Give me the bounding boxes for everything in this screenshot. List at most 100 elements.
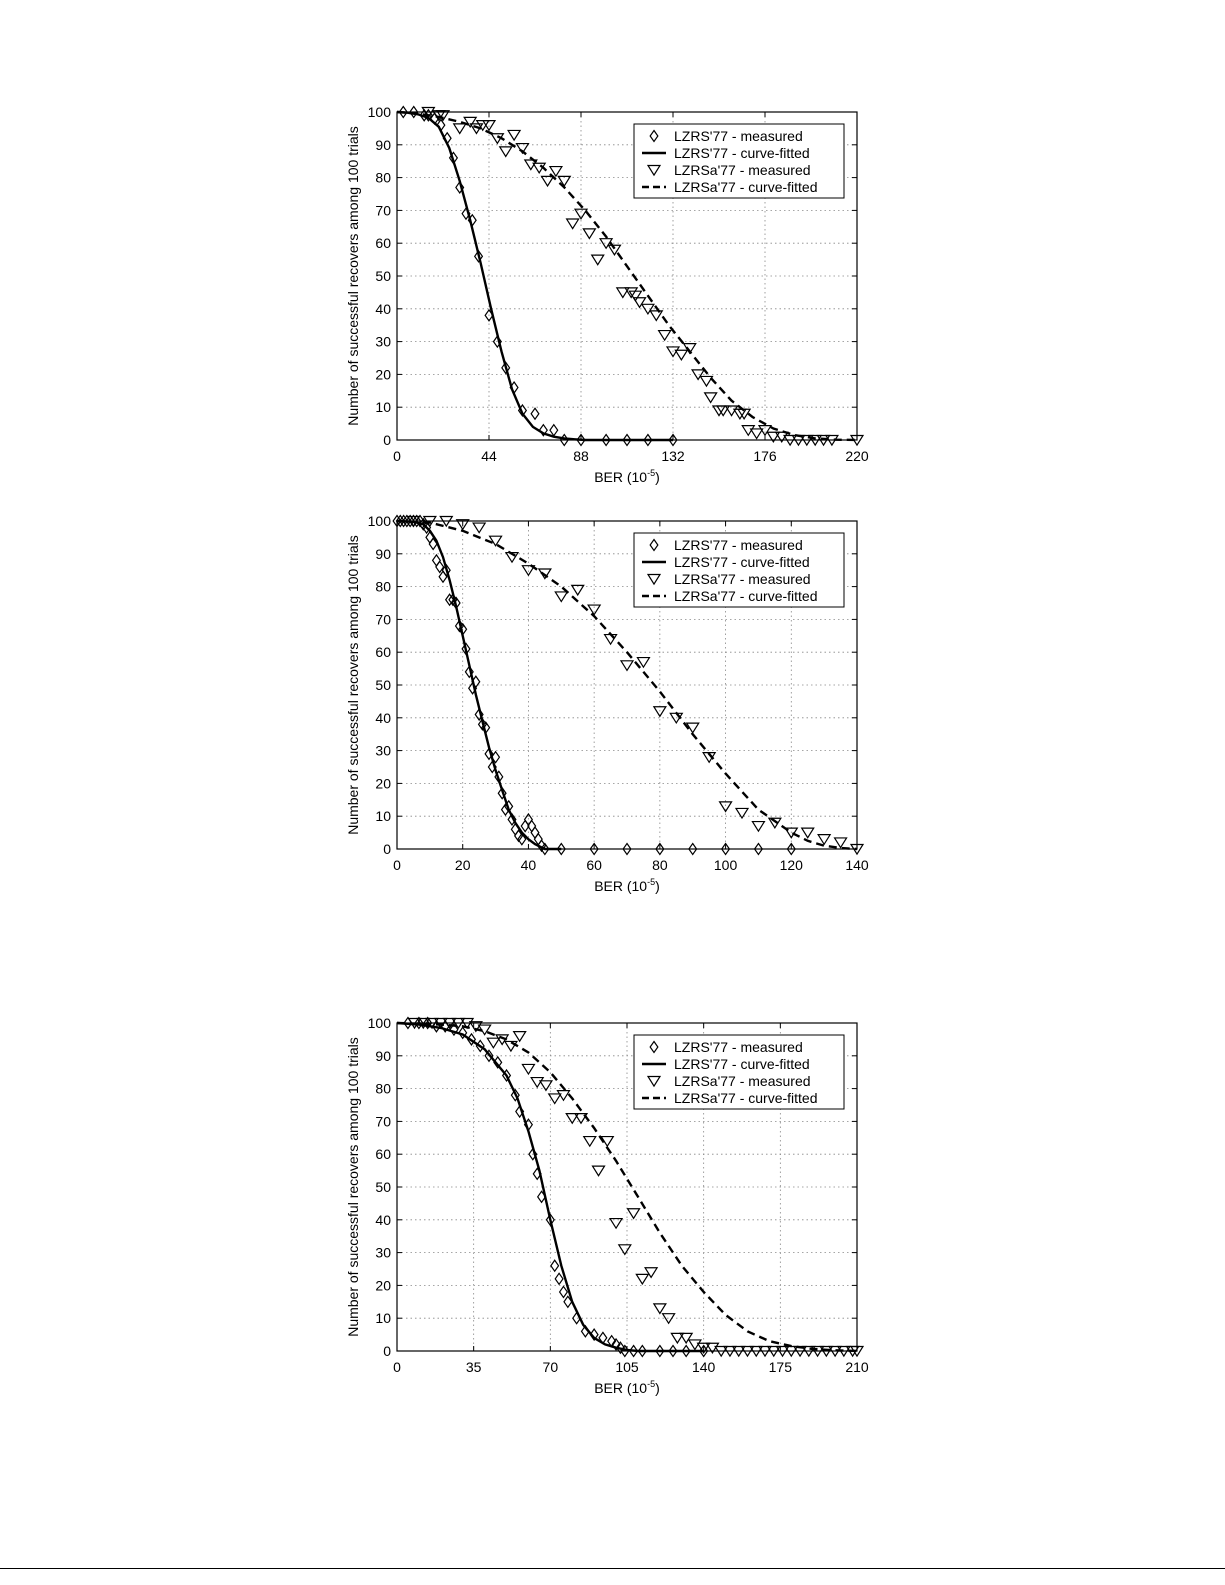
diamond-point [668, 433, 678, 447]
diamond-point [538, 423, 548, 437]
diamond-point [558, 1285, 569, 1299]
legend-diamond-icon [649, 1040, 659, 1054]
diamond-point [455, 180, 465, 194]
diamond-point [550, 1259, 560, 1273]
y-tick-label: 30 [375, 334, 391, 350]
y-tick-label: 70 [375, 1113, 391, 1129]
diamond-point [545, 1213, 555, 1227]
y-axis-label: Number of successful recovers among 100 … [345, 1037, 361, 1337]
y-tick-label: 10 [375, 808, 391, 824]
triangle-point [734, 807, 750, 820]
triangle-point [521, 565, 536, 577]
y-tick-label: 90 [375, 546, 391, 562]
diamond-point [510, 1088, 520, 1102]
x-tick-label: 80 [652, 857, 668, 873]
diamond-point [576, 433, 586, 447]
triangle-point [591, 1165, 606, 1177]
triangle-point [808, 434, 823, 447]
x-tick-label: 140 [845, 857, 869, 873]
triangle-point [573, 208, 589, 220]
x-axis-label-text: BER (10 [594, 878, 647, 894]
triangle-point [801, 1345, 816, 1358]
triangle-point [635, 1273, 650, 1286]
diamond-point [753, 842, 764, 856]
triangle-point [463, 116, 478, 129]
triangle-point [515, 142, 530, 155]
triangle-point [554, 591, 569, 603]
diamond-point [484, 1049, 494, 1063]
triangle-point [705, 1342, 720, 1354]
y-tick-label: 100 [368, 104, 392, 120]
diamond-point [492, 335, 502, 349]
legend-entry-label: LZRS'77 - measured [674, 537, 803, 553]
series-1 [396, 519, 562, 851]
x-tick-label: 88 [573, 448, 589, 464]
triangle-point [607, 244, 622, 256]
triangle-point [652, 706, 667, 718]
x-axis-label: BER (10-5) [594, 468, 660, 485]
diamond-point [497, 786, 507, 800]
solid-fit-line [396, 519, 562, 851]
legend-box [633, 532, 845, 608]
triangle-point [507, 129, 522, 142]
diamond-point [392, 514, 402, 528]
triangle-point [626, 1208, 641, 1220]
triangle-point [687, 1339, 702, 1351]
y-tick-label: 80 [375, 579, 391, 595]
triangle-point [503, 1040, 518, 1053]
triangle-point [521, 1063, 536, 1076]
triangle-point [714, 1345, 729, 1358]
diamond-point [474, 707, 484, 722]
triangle-point [685, 722, 700, 734]
triangle-point [670, 1332, 685, 1345]
triangle-point [557, 175, 572, 188]
triangle-point [587, 604, 602, 616]
y-tick-label: 20 [375, 775, 391, 791]
y-tick-label: 60 [375, 644, 391, 660]
diamond-point [412, 514, 422, 528]
triangle-point [439, 515, 454, 528]
x-tick-label: 35 [466, 1359, 482, 1375]
diamond-point [398, 105, 408, 119]
y-tick-label: 40 [375, 301, 391, 317]
triangle-point [530, 1076, 545, 1089]
triangle-point [548, 165, 563, 178]
triangle-point [442, 1017, 457, 1030]
diamond-point [611, 1337, 621, 1351]
chart-panel-3: 0 35 70 105 140 175 210 0 10 20 30 40 50 60 70 80 90 100 B… [345, 1015, 869, 1396]
triangle-point [538, 1080, 554, 1092]
triangle-point [749, 1345, 764, 1358]
x-axis-label: BER (10-5) [594, 1379, 660, 1396]
diamond-point [464, 665, 474, 679]
triangle-point [636, 656, 651, 669]
x-tick-label: 120 [780, 857, 804, 873]
triangle-point [766, 1345, 781, 1358]
legend-diamond-icon [649, 129, 659, 143]
diamond-point [655, 1344, 665, 1358]
y-tick-label: 90 [375, 137, 391, 153]
solid-fit-line [396, 110, 673, 442]
triangle-point [582, 1135, 597, 1148]
triangle-point [565, 218, 580, 230]
triangle-point [817, 834, 832, 846]
triangle-point [608, 1217, 624, 1230]
x-tick-label: 100 [714, 857, 738, 873]
triangle-point [460, 1017, 475, 1030]
triangle-point [624, 287, 639, 299]
y-tick-label: 10 [375, 399, 391, 415]
diamond-point [435, 560, 445, 574]
triangle-point [799, 434, 814, 447]
y-tick-label: 90 [375, 1048, 391, 1064]
diamond-point [473, 249, 484, 263]
diamond-point [643, 433, 653, 447]
triangle-point [716, 405, 731, 417]
legend-diamond-icon [649, 538, 659, 552]
legend-entry-label: LZRSa'77 - measured [674, 162, 811, 178]
diamond-point [490, 750, 501, 764]
triangle-point [472, 522, 487, 534]
y-tick-label: 70 [375, 611, 391, 627]
legend-box [633, 123, 845, 199]
triangle-point [481, 120, 497, 132]
